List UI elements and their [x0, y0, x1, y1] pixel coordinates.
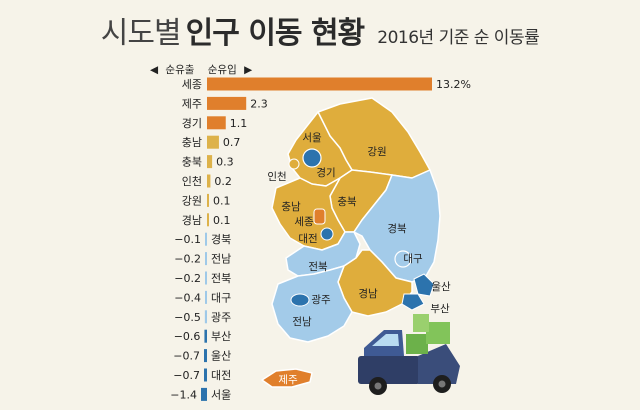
map-label-제주: 제주: [278, 374, 298, 386]
bar-경남: [207, 213, 209, 227]
category-label-세종: 세종: [182, 78, 202, 91]
map-region-제주: [261, 368, 313, 388]
truck-side: [418, 344, 460, 384]
bar-전북: [205, 271, 207, 285]
bar-대구: [205, 290, 207, 304]
map-label-부산: 부산: [430, 303, 450, 315]
map-region-인천: [288, 158, 300, 170]
value-label-충남: 0.7: [223, 136, 241, 149]
truck-bed: [358, 356, 420, 384]
legend-outflow: 순유출: [165, 64, 195, 76]
map-label-경북: 경북: [387, 222, 407, 235]
truck-illustration: [358, 314, 460, 395]
bar-경북: [205, 232, 207, 246]
bar-대전: [204, 368, 207, 382]
value-label-전남: −0.2: [174, 253, 201, 266]
map-label-서울: 서울: [302, 132, 322, 144]
cargo-box: [406, 334, 428, 354]
cargo-box: [413, 314, 429, 332]
page-title: 시도별 인구 이동 현황 2016년 기준 순 이동률: [0, 8, 640, 52]
category-label-전북: 전북: [211, 272, 231, 285]
bar-충남: [207, 135, 219, 149]
value-label-부산: −0.6: [174, 330, 201, 343]
value-label-대구: −0.4: [174, 291, 201, 304]
bar-세종: [207, 77, 432, 91]
category-label-충남: 충남: [182, 136, 202, 149]
category-label-전남: 전남: [211, 253, 231, 266]
map-label-전북: 전북: [308, 261, 328, 273]
bar-부산: [204, 329, 207, 343]
map-label-강원: 강원: [367, 146, 386, 158]
value-label-세종: 13.2%: [436, 78, 471, 91]
direction-legend: ◀ 순유출 순유입 ▶: [150, 62, 256, 77]
right-arrow-icon: ▶: [244, 64, 253, 76]
value-label-전북: −0.2: [174, 272, 201, 285]
title-prefix: 시도별: [100, 16, 182, 51]
map-label-인천: 인천: [267, 171, 286, 183]
value-label-경기: 1.1: [230, 117, 248, 130]
category-label-대전: 대전: [211, 369, 231, 382]
bar-chart: 세종 13.2% 제주 2.3 경기 1.1 충남 0.7 충북 0.3 인천 0.2 강원 0.1 경남 0…: [170, 77, 471, 401]
map-region-대전: [320, 227, 334, 241]
bar-전남: [205, 252, 207, 266]
value-label-광주: −0.5: [174, 311, 201, 324]
value-label-강원: 0.1: [213, 194, 231, 207]
map-label-대전: 대전: [298, 233, 317, 245]
value-label-충북: 0.3: [216, 156, 234, 169]
bar-인천: [207, 174, 211, 188]
map-region-광주: [290, 293, 310, 307]
map-label-울산: 울산: [431, 281, 451, 293]
value-label-제주: 2.3: [250, 97, 267, 110]
bar-울산: [204, 349, 207, 363]
bar-경기: [207, 116, 226, 130]
category-label-강원: 강원: [182, 194, 202, 207]
category-label-울산: 울산: [211, 350, 231, 363]
truck-hub: [374, 382, 382, 390]
title-main: 인구 이동 현황: [185, 16, 365, 51]
category-label-경북: 경북: [211, 233, 231, 246]
map-region-전남: [271, 265, 353, 343]
category-label-경남: 경남: [182, 214, 202, 227]
value-label-경남: 0.1: [213, 214, 231, 227]
map-label-광주: 광주: [311, 294, 331, 306]
truck-hub: [438, 380, 446, 388]
category-label-제주: 제주: [182, 97, 202, 110]
title-subtitle: 2016년 기준 순 이동률: [377, 28, 540, 48]
map-region-울산: [413, 273, 435, 297]
bar-충북: [207, 155, 213, 169]
map-label-세종: 세종: [294, 216, 314, 228]
map-region-대구: [394, 250, 412, 268]
map-label-경남: 경남: [358, 287, 378, 300]
map-region-세종: [313, 208, 326, 225]
truck-window: [372, 334, 399, 346]
category-label-대구: 대구: [211, 291, 231, 304]
category-label-경기: 경기: [182, 117, 202, 130]
map-label-전남: 전남: [292, 316, 312, 328]
value-label-서울: −1.4: [170, 388, 197, 401]
bar-강원: [207, 193, 209, 207]
value-label-경북: −0.1: [174, 233, 201, 246]
bar-제주: [207, 96, 247, 110]
value-label-울산: −0.7: [173, 350, 200, 363]
bar-서울: [201, 387, 207, 401]
map-label-충남: 충남: [281, 201, 301, 213]
category-label-광주: 광주: [211, 311, 231, 324]
category-label-충북: 충북: [182, 156, 202, 169]
map-label-대구: 대구: [403, 253, 423, 265]
category-label-부산: 부산: [211, 330, 231, 343]
value-label-인천: 0.2: [214, 175, 232, 188]
bar-광주: [204, 310, 207, 324]
category-label-서울: 서울: [211, 388, 231, 401]
cargo-box: [426, 322, 450, 344]
value-label-대전: −0.7: [173, 369, 200, 382]
legend-inflow: 순유입: [207, 64, 237, 76]
left-arrow-icon: ◀: [150, 64, 159, 76]
map-label-충북: 충북: [337, 196, 357, 208]
category-label-인천: 인천: [182, 174, 202, 188]
map-region-서울: [302, 148, 322, 168]
map-label-경기: 경기: [316, 166, 335, 179]
map-region-부산: [401, 293, 425, 311]
